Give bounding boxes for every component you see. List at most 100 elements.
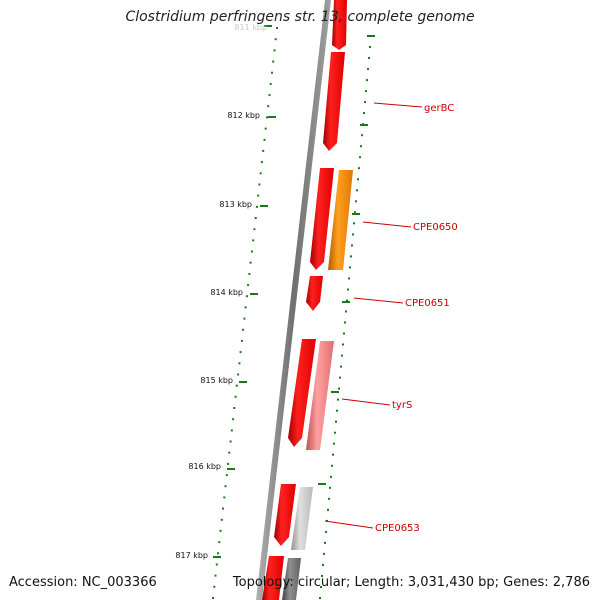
leader-cpe0651 bbox=[353, 297, 404, 304]
tick-label-812: 812 kbp bbox=[227, 111, 260, 120]
outer-tick-dot bbox=[358, 167, 360, 170]
outer-tick-dot bbox=[320, 586, 322, 588]
gene-leader-lines bbox=[324, 102, 423, 529]
outer-tick-dot bbox=[334, 431, 336, 434]
outer-tick-dot bbox=[346, 299, 348, 302]
inner-tick-dot bbox=[247, 284, 250, 287]
outer-tick-dot bbox=[335, 420, 337, 423]
gene-arrow-cpe0650-b[interactable] bbox=[328, 170, 353, 270]
outer-tick-dot bbox=[350, 255, 352, 258]
genome-backbone bbox=[256, 0, 331, 600]
outer-tick-dot bbox=[353, 222, 355, 225]
tick-label-813: 813 kbp bbox=[219, 200, 252, 209]
gene-arrow-cpe0650-a[interactable] bbox=[310, 168, 334, 270]
genome-summary-label: Topology: circular; Length: 3,031,430 bp… bbox=[232, 575, 590, 590]
outer-tick-dot bbox=[361, 134, 363, 137]
gene-label-gerBC[interactable]: gerBC bbox=[424, 103, 454, 114]
outer-tick-dot bbox=[343, 332, 345, 335]
inner-tick-dot bbox=[239, 351, 242, 354]
gene-features bbox=[262, 0, 353, 600]
inner-tick-dot bbox=[259, 172, 262, 175]
outer-tick-dot bbox=[364, 101, 366, 104]
outer-tick-dots bbox=[319, 35, 372, 599]
inner-tick-dot bbox=[230, 429, 233, 432]
gene-label-cpe0650[interactable]: CPE0650 bbox=[413, 222, 458, 233]
outer-tick-dot bbox=[332, 453, 334, 456]
inner-tick-dot bbox=[260, 161, 263, 164]
inner-tick-dot bbox=[269, 82, 272, 85]
inner-tick-dot bbox=[227, 462, 230, 465]
inner-tick-dot bbox=[250, 250, 253, 253]
tick-label-816: 816 kbp bbox=[188, 462, 221, 471]
gene-arrow-top[interactable] bbox=[332, 0, 347, 50]
outer-tick-dot bbox=[337, 398, 339, 401]
gene-arrow-gerBC[interactable] bbox=[323, 52, 345, 151]
leader-cpe0650 bbox=[362, 221, 412, 228]
tick-label-815: 815 kbp bbox=[200, 376, 233, 385]
outer-tick-dot bbox=[363, 112, 365, 115]
gene-arrow-bottom-red[interactable] bbox=[262, 556, 284, 600]
outer-tick-dot bbox=[328, 497, 330, 500]
outer-tick-dot bbox=[352, 233, 354, 236]
tick-label-811: 811 kbp bbox=[234, 23, 267, 32]
outer-tick-dot bbox=[349, 266, 351, 269]
outer-tick-dot bbox=[339, 376, 341, 379]
outer-tick-dot bbox=[356, 189, 358, 192]
inner-tick-dot bbox=[273, 49, 276, 52]
inner-tick-dot bbox=[224, 485, 227, 488]
gene-arrow-tyrs-b[interactable] bbox=[306, 341, 334, 450]
inner-tick-dot bbox=[228, 451, 231, 454]
inner-tick-dot bbox=[217, 552, 219, 555]
outer-tick-dot bbox=[359, 156, 361, 159]
outer-tick-dot bbox=[369, 46, 371, 48]
inner-tick-dot bbox=[274, 38, 277, 41]
inner-tick-dot bbox=[240, 339, 243, 342]
outer-tick-dot bbox=[354, 211, 356, 214]
outer-tick-dot bbox=[348, 277, 350, 280]
gene-arrow-cpe0653-a[interactable] bbox=[274, 484, 296, 546]
inner-tick-dot bbox=[255, 205, 258, 208]
outer-tick-dot bbox=[324, 541, 326, 544]
outer-tick-dot bbox=[333, 442, 335, 445]
inner-tick-dot bbox=[218, 541, 221, 544]
gene-label-tyrs[interactable]: tyrS bbox=[392, 400, 412, 411]
outer-tick-dot bbox=[338, 387, 340, 390]
outer-tick-dot bbox=[330, 475, 332, 478]
gene-arrow-bottom-gray[interactable] bbox=[282, 558, 301, 600]
inner-tick-dot bbox=[219, 529, 222, 532]
outer-tick-dot bbox=[344, 321, 346, 324]
leader-cpe0653 bbox=[324, 520, 374, 529]
inner-tick-dot bbox=[245, 295, 248, 298]
tick-label-817: 817 kbp bbox=[175, 551, 208, 560]
outer-tick-dot bbox=[367, 68, 369, 71]
inner-tick-dot bbox=[264, 127, 267, 130]
gene-arrow-tyrs-a[interactable] bbox=[288, 339, 316, 447]
inner-tick-dot bbox=[213, 585, 216, 588]
outer-tick-dot bbox=[331, 464, 333, 467]
inner-tick-dot bbox=[253, 228, 256, 231]
inner-tick-dot bbox=[266, 116, 268, 119]
inner-tick-dot bbox=[248, 272, 251, 275]
outer-tick-dot bbox=[355, 200, 357, 203]
inner-tick-dot bbox=[254, 217, 257, 219]
gene-arrow-cpe0651[interactable] bbox=[306, 276, 323, 311]
inner-tick-dot bbox=[243, 317, 246, 320]
gene-label-cpe0651[interactable]: CPE0651 bbox=[405, 298, 450, 309]
inner-tick-dot bbox=[229, 440, 232, 443]
outer-tick-dot bbox=[365, 90, 367, 93]
accession-label: Accession: NC_003366 bbox=[9, 575, 157, 590]
inner-tick-dot bbox=[268, 94, 271, 97]
gene-arrow-cpe0653-b[interactable] bbox=[291, 487, 313, 550]
outer-tick-dot bbox=[327, 508, 329, 511]
outer-tick-dot bbox=[323, 552, 325, 555]
inner-tick-dot bbox=[244, 306, 247, 309]
inner-tick-dots bbox=[212, 27, 278, 599]
outer-tick-dot bbox=[368, 57, 370, 59]
outer-tick-dot bbox=[340, 365, 342, 368]
inner-tick-dot bbox=[233, 407, 236, 409]
gene-label-cpe0653[interactable]: CPE0653 bbox=[375, 523, 420, 534]
tick-labels: 811 kbp 812 kbp 813 kbp 814 kbp 815 kbp … bbox=[175, 23, 267, 560]
outer-tick-dot bbox=[345, 310, 347, 313]
